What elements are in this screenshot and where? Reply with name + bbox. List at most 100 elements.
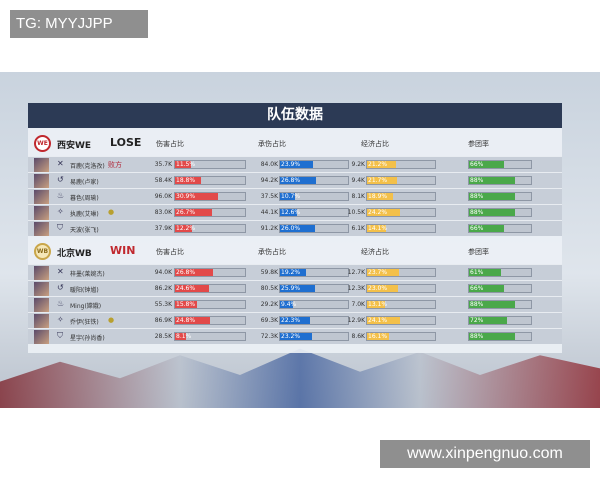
hero-avatar xyxy=(34,222,49,236)
gold-fill: 18.9% xyxy=(367,193,393,200)
dmg-bar: 12.2% xyxy=(174,224,246,233)
panel-title: 队伍数据 xyxy=(28,103,562,128)
participation-bar: 88% xyxy=(468,300,532,309)
swords-icon: ✕ xyxy=(57,267,64,276)
tank-fill: 25.9% xyxy=(280,285,316,292)
gold-bar: 24.2% xyxy=(366,208,436,217)
column-header: 伤害占比 xyxy=(156,140,184,148)
hero-avatar xyxy=(34,266,49,280)
dmg-fill: 26.8% xyxy=(175,269,213,276)
gold-value: 8.6K xyxy=(351,333,365,340)
team-name: 北京WB xyxy=(57,249,92,259)
team-header: WE 西安WE LOSE 伤害占比 承伤占比 经济占比 参团率 xyxy=(28,132,562,156)
tank-bar: 23.9% xyxy=(279,160,349,169)
player-row: ♨ 暮色(周瑜) 96.0K 30.9% 37.5K 10.7% 8.1K 18.9… xyxy=(28,188,562,204)
participation-fill: 72% xyxy=(469,317,507,324)
hero-avatar xyxy=(34,314,49,328)
dmg-value: 28.5K xyxy=(154,333,172,340)
screenshot-image: 队伍数据 WE 西安WE LOSE 伤害占比 承伤占比 经济占比 参团率 ✕ 百鹿(克… xyxy=(0,72,600,408)
player-name: 梓墨(莱婉杰) xyxy=(70,271,105,278)
column-header: 承伤占比 xyxy=(258,140,286,148)
participation-bar: 88% xyxy=(468,332,532,341)
participation-fill: 66% xyxy=(469,285,504,292)
participation-bar: 88% xyxy=(468,192,532,201)
swirl-icon: ↺ xyxy=(57,283,64,292)
column-header: 参团率 xyxy=(468,140,489,148)
tank-value: 72.3K xyxy=(260,333,278,340)
tank-fill: 10.7% xyxy=(280,193,301,200)
tank-bar: 23.2% xyxy=(279,332,349,341)
participation-fill: 88% xyxy=(469,193,516,200)
gold-bar: 23.7% xyxy=(366,268,436,277)
player-row: ✕ 百鹿(克洛孜) 败方 35.7K 11.5% 84.0K 23.9% 9.2K … xyxy=(28,156,562,172)
arrow-icon: ✧ xyxy=(57,207,64,216)
column-header: 参团率 xyxy=(468,248,489,256)
participation-fill: 88% xyxy=(469,301,516,308)
participation-fill: 66% xyxy=(469,161,504,168)
gold-value: 10.5K xyxy=(347,209,365,216)
gold-bar: 13.1% xyxy=(366,300,436,309)
tank-fill: 12.6% xyxy=(280,209,301,216)
dmg-fill: 26.7% xyxy=(175,209,213,216)
gold-value: 8.1K xyxy=(351,193,365,200)
dmg-bar: 18.8% xyxy=(174,176,246,185)
tank-bar: 25.9% xyxy=(279,284,349,293)
dmg-fill: 30.9% xyxy=(175,193,219,200)
gold-value: 12.7K xyxy=(347,269,365,276)
gold-fill: 16.1% xyxy=(367,333,389,340)
flame-icon: ♨ xyxy=(57,191,65,200)
participation-bar: 88% xyxy=(468,176,532,185)
gold-fill: 21.7% xyxy=(367,177,397,184)
overlay-label: TG: MYYJJPP xyxy=(10,10,148,38)
player-name: 暮色(周瑜) xyxy=(70,195,99,202)
dmg-bar: 26.8% xyxy=(174,268,246,277)
tank-bar: 26.0% xyxy=(279,224,349,233)
dmg-fill: 8.1% xyxy=(175,333,192,340)
gold-fill: 23.0% xyxy=(367,285,399,292)
tank-bar: 9.4% xyxy=(279,300,349,309)
dmg-value: 94.0K xyxy=(154,269,172,276)
shield-icon: ⛉ xyxy=(57,223,63,232)
player-row: ↺ 暖阳(钟馗) 86.2K 24.6% 80.5K 25.9% 12.3K 23.… xyxy=(28,280,562,296)
gold-bar: 21.7% xyxy=(366,176,436,185)
dmg-value: 35.7K xyxy=(154,161,172,168)
dmg-fill: 15.8% xyxy=(175,301,198,308)
participation-fill: 61% xyxy=(469,269,502,276)
tank-value: 80.5K xyxy=(260,285,278,292)
dmg-bar: 15.8% xyxy=(174,300,246,309)
tank-fill: 26.8% xyxy=(280,177,317,184)
gold-bar: 18.9% xyxy=(366,192,436,201)
gold-value: 9.2K xyxy=(351,161,365,168)
gold-fill: 23.7% xyxy=(367,269,400,276)
dmg-value: 55.3K xyxy=(154,301,172,308)
tank-value: 29.2K xyxy=(260,301,278,308)
player-name: 天波(张飞) xyxy=(70,227,99,234)
dmg-value: 83.0K xyxy=(154,209,172,216)
participation-fill: 88% xyxy=(469,177,516,184)
hero-avatar xyxy=(34,158,49,172)
dmg-fill: 24.6% xyxy=(175,285,210,292)
tank-bar: 12.6% xyxy=(279,208,349,217)
player-row: ⛉ 星宇(孙尚香) 28.5K 8.1% 72.3K 23.2% 8.6K 16.1… xyxy=(28,328,562,344)
swirl-icon: ↺ xyxy=(57,175,64,184)
player-row: ✕ 梓墨(莱婉杰) 94.0K 26.8% 59.8K 19.2% 12.7K 23… xyxy=(28,264,562,280)
tank-value: 91.2K xyxy=(260,225,278,232)
participation-bar: 66% xyxy=(468,224,532,233)
tank-value: 69.3K xyxy=(260,317,278,324)
participation-bar: 66% xyxy=(468,160,532,169)
gold-fill: 24.1% xyxy=(367,317,400,324)
gold-fill: 21.2% xyxy=(367,161,396,168)
player-name: 百鹿(克洛孜) xyxy=(70,163,105,170)
tank-bar: 22.3% xyxy=(279,316,349,325)
dmg-bar: 11.5% xyxy=(174,160,246,169)
player-name: 星宇(孙尚香) xyxy=(70,335,105,342)
gold-fill: 24.2% xyxy=(367,209,400,216)
dmg-value: 86.2K xyxy=(154,285,172,292)
player-name: 执鹿(艾琳) xyxy=(70,211,99,218)
dmg-bar: 30.9% xyxy=(174,192,246,201)
participation-bar: 72% xyxy=(468,316,532,325)
participation-fill: 88% xyxy=(469,333,516,340)
tank-fill: 23.9% xyxy=(280,161,313,168)
tank-fill: 26.0% xyxy=(280,225,316,232)
coin-badge-icon: ● xyxy=(108,208,115,216)
